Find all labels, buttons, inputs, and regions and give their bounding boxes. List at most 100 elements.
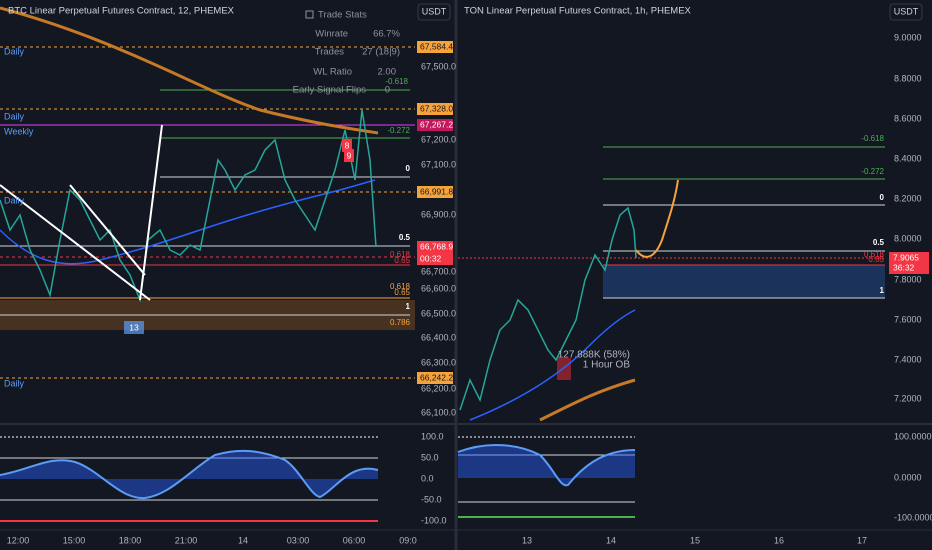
stats-key: Early Signal Flips: [293, 85, 367, 96]
stats-key: Trades: [315, 47, 344, 58]
trendline: [139, 124, 163, 301]
price-label: 67,200.0: [421, 134, 456, 144]
price-tag: [417, 372, 453, 384]
price-axis: 9.0000 8.8000 8.6000 8.4000 8.2000 8.000…: [889, 32, 929, 403]
fib-label: 0.65: [868, 255, 884, 264]
fib-label: -0.272: [387, 126, 410, 135]
trade-stats: Trade Stats Winrate 66.7% Trades 27 (18|…: [293, 10, 401, 96]
osc-label: 50.0: [421, 452, 439, 462]
fib-label: -0.618: [861, 134, 884, 143]
price-tag-label: 66,991.8: [420, 186, 453, 196]
price-tag: [417, 241, 453, 265]
trendline: [69, 184, 146, 276]
fib-label: -0.272: [861, 167, 884, 176]
price-tag: [417, 103, 453, 115]
time-label: 18:00: [119, 535, 142, 545]
price-label: 67,500.0: [421, 61, 456, 71]
price-label: 66,200.0: [421, 383, 456, 393]
price-label: 8.0000: [894, 233, 922, 243]
fib-label: 0.618: [864, 250, 885, 259]
fib-label: 0.786: [390, 318, 411, 327]
ob-label: 1 Hour OB: [583, 360, 631, 371]
ma-line: [0, 179, 376, 265]
fib-label: -0.618: [385, 77, 408, 86]
fib-label: 1: [880, 286, 885, 295]
time-label: 06:00: [343, 535, 366, 545]
price-label: 66,900.0: [421, 209, 456, 219]
order-block: [603, 265, 885, 298]
fib-label: 0.618: [390, 250, 411, 259]
ma-label: Daily: [4, 378, 25, 388]
price-label: 9.0000: [894, 32, 922, 42]
fib-label: 1: [406, 302, 411, 311]
stats-value: 0: [385, 85, 390, 96]
ma-200: [0, 6, 379, 135]
oscillator: 100.0 50.0 0.0 -50.0 -100.0: [0, 431, 447, 525]
price-tag: [417, 186, 453, 198]
osc-label: -100.0: [421, 515, 447, 525]
price-label: 7.2000: [894, 393, 922, 403]
price-label: 66,300.0: [421, 357, 456, 367]
signal-badge: [344, 149, 354, 162]
time-label: 15: [690, 535, 700, 545]
osc-label: 100.0: [421, 431, 444, 441]
fib-label: 0.5: [873, 238, 885, 247]
countdown: 36:32: [893, 262, 915, 272]
fib-label: 0: [880, 193, 885, 202]
projection: [635, 179, 679, 258]
signal-badge: [342, 139, 352, 152]
price-tag: [417, 119, 453, 131]
time-label: 14: [606, 535, 616, 545]
trendline: [0, 184, 151, 301]
osc-area: [458, 444, 635, 486]
price-label: 66,700.0: [421, 266, 456, 276]
price-label: 8.2000: [894, 193, 922, 203]
fib-label: 0.618: [390, 282, 411, 291]
ma-200: [539, 378, 636, 422]
price-tag-label: 66,768.9: [420, 241, 453, 251]
right-chart: -0.618 -0.272 0 0.5 0.618 0.65 1 127.888…: [457, 3, 932, 545]
order-block: [557, 358, 571, 380]
price-label: 8.8000: [894, 73, 922, 83]
osc-wave: [457, 443, 636, 487]
currency[interactable]: USDT: [422, 6, 447, 16]
price-label: 66,500.0: [421, 308, 456, 318]
osc-wave: [0, 449, 379, 500]
osc-label: 0.0000: [894, 472, 922, 482]
price-label: 7.6000: [894, 314, 922, 324]
time-label: 14: [238, 535, 248, 545]
price-label: 8.4000: [894, 153, 922, 163]
fib-label: 0.5: [399, 233, 411, 242]
currency-button[interactable]: [417, 3, 451, 21]
ob-volume: 127.888K (58%): [558, 350, 630, 361]
ma-label: Daily: [4, 46, 25, 56]
price-label: 66,600.0: [421, 283, 456, 293]
price-label: 7.4000: [894, 354, 922, 364]
price-label: 67,100.0: [421, 159, 456, 169]
time-axis: 12:00 15:00 18:00 21:00 14 03:00 06:00 0…: [7, 535, 417, 545]
currency-button[interactable]: [889, 3, 923, 21]
stats-key: Winrate: [315, 29, 348, 40]
signal-label: 8: [345, 140, 350, 150]
currency[interactable]: USDT: [894, 6, 919, 16]
time-label: 12:00: [7, 535, 30, 545]
price-tag-label: 67,328.0: [420, 103, 453, 113]
chart-title: BTC Linear Perpetual Futures Contract, 1…: [8, 6, 235, 17]
price-label: 66,400.0: [421, 332, 456, 342]
price-label: 7.8000: [894, 274, 922, 284]
fib-label: 0.65: [394, 288, 410, 297]
osc-label: 0.0: [421, 473, 434, 483]
signal-label: 9: [347, 150, 352, 160]
stats-value: 2.00: [378, 67, 397, 78]
price-tag-label: 66,242.2: [420, 372, 453, 382]
checkbox[interactable]: [305, 10, 314, 19]
price-tag-label: 67,267.2: [420, 119, 453, 129]
stats-key: WL Ratio: [313, 67, 352, 78]
stats-title: Trade Stats: [318, 10, 367, 21]
time-label: 21:00: [175, 535, 198, 545]
price-tag-label: 7.9065: [893, 252, 919, 262]
price-label: 8.6000: [894, 113, 922, 123]
chart-title: TON Linear Perpetual Futures Contract, 1…: [464, 6, 692, 17]
ma-label: Daily: [4, 111, 25, 121]
